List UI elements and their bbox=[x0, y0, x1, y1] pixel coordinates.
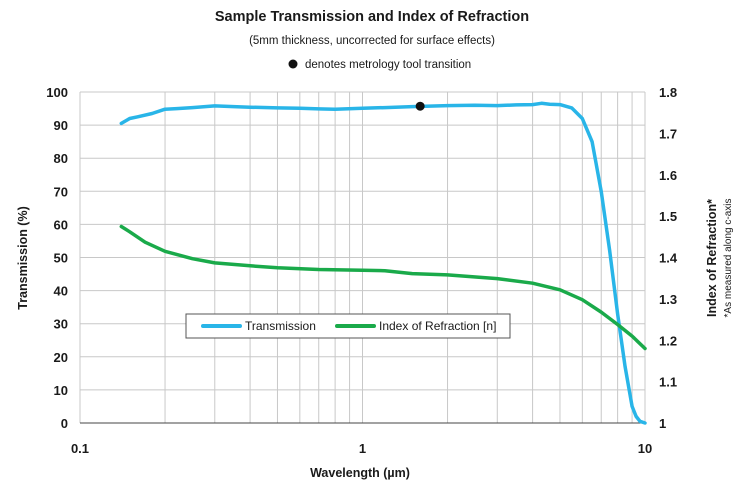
ticks-layer: 0 10 20 30 40 50 60 70 80 90 100 0.1 1 10 1 1.1 1.2 1.3 1.… bbox=[46, 85, 678, 456]
grid bbox=[79, 91, 646, 424]
y-tick-label: 70 bbox=[54, 184, 68, 199]
y2-tick-label: 1.3 bbox=[659, 292, 677, 307]
y-tick-label: 10 bbox=[54, 383, 68, 398]
annotation-text: denotes metrology tool transition bbox=[305, 59, 471, 71]
series-layer bbox=[119, 101, 647, 425]
y2-tick-label: 1.7 bbox=[659, 126, 677, 141]
y2-tick-label: 1.8 bbox=[659, 85, 677, 100]
x-tick-label: 1 bbox=[359, 441, 366, 456]
y-axis-label: Transmission (%) bbox=[16, 206, 30, 310]
y-tick-label: 0 bbox=[61, 416, 68, 431]
metrology-transition-point bbox=[415, 101, 425, 111]
x-tick-label: 10 bbox=[638, 441, 652, 456]
annotation-marker-dot bbox=[288, 59, 298, 69]
y2-tick-label: 1 bbox=[659, 416, 666, 431]
series-line-transmission bbox=[119, 101, 647, 425]
y-tick-label: 80 bbox=[54, 151, 68, 166]
y-tick-label: 60 bbox=[54, 217, 68, 232]
legend-label-index: Index of Refraction [n] bbox=[379, 319, 496, 333]
y-tick-label: 100 bbox=[46, 85, 68, 100]
y-tick-label: 90 bbox=[54, 118, 68, 133]
y-tick-label: 40 bbox=[54, 284, 68, 299]
chart-title: Sample Transmission and Index of Refract… bbox=[215, 9, 529, 25]
x-tick-label: 0.1 bbox=[71, 441, 89, 456]
y2-tick-label: 1.2 bbox=[659, 333, 677, 348]
x-axis-label: Wavelength (µm) bbox=[310, 466, 410, 480]
y-tick-label: 20 bbox=[54, 350, 68, 365]
chart-subtitle: (5mm thickness, uncorrected for surface … bbox=[249, 35, 495, 47]
y2-axis-label: Index of Refraction* bbox=[705, 199, 719, 317]
series-line-index-of-refraction bbox=[119, 224, 647, 351]
y2-tick-label: 1.1 bbox=[659, 375, 677, 390]
y2-axis-sublabel: *As measured along c-axis bbox=[723, 199, 734, 318]
y2-tick-label: 1.5 bbox=[659, 209, 677, 224]
y2-tick-label: 1.4 bbox=[659, 251, 678, 266]
y-tick-label: 50 bbox=[54, 251, 68, 266]
legend: Transmission Index of Refraction [n] bbox=[185, 313, 511, 339]
legend-label-transmission: Transmission bbox=[245, 319, 316, 333]
y2-tick-label: 1.6 bbox=[659, 168, 677, 183]
y-tick-label: 30 bbox=[54, 317, 68, 332]
